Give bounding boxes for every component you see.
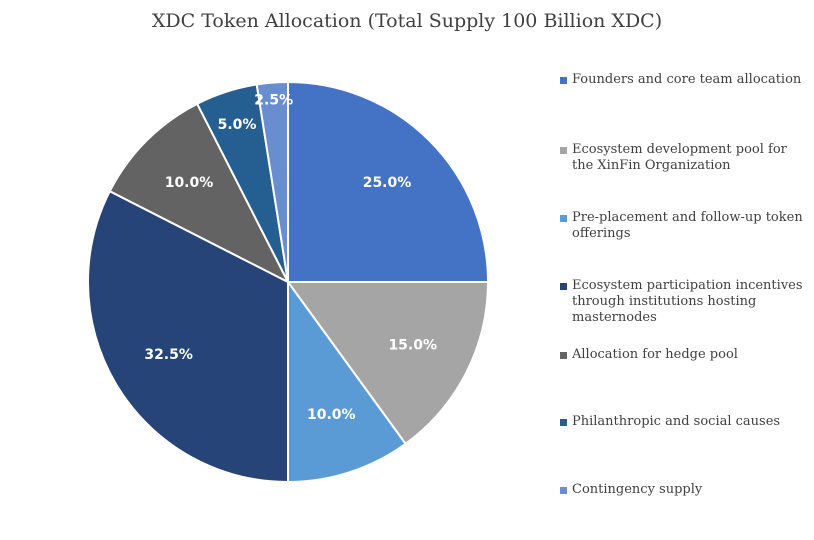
legend-label: Founders and core team allocation [572, 72, 802, 87]
legend-item: Pre-placement and follow-up token offeri… [560, 210, 810, 242]
slice-label: 10.0% [307, 407, 356, 423]
legend-swatch [560, 147, 567, 154]
slice-label: 32.5% [144, 347, 193, 363]
legend-swatch [560, 215, 567, 222]
pie-slice [287, 278, 407, 484]
legend-item: Founders and core team allocation [560, 72, 810, 88]
legend-swatch [560, 352, 567, 359]
pie-slice [286, 281, 490, 446]
slice-label: 10.0% [165, 175, 214, 191]
legend-label: Contingency supply [572, 482, 703, 497]
legend-label: Ecosystem participation incentives throu… [572, 278, 803, 325]
chart-title: XDC Token Allocation (Total Supply 100 B… [151, 10, 663, 32]
legend-item: Ecosystem participation incentives throu… [560, 278, 810, 326]
pie-slice [287, 80, 490, 283]
legend-label: Philanthropic and social causes [572, 414, 781, 429]
legend-item: Ecosystem development pool for the XinFi… [560, 142, 810, 174]
legend-swatch [560, 487, 567, 494]
slice-label: 2.5% [254, 93, 293, 109]
legend-label: Allocation for hedge pool [572, 347, 738, 362]
slice-label: 25.0% [363, 175, 412, 191]
pie-slice [87, 189, 289, 484]
pie-slice [255, 80, 289, 283]
legend-item: Allocation for hedge pool [560, 347, 810, 363]
legend-label: Ecosystem development pool for the XinFi… [572, 142, 787, 173]
slice-label: 5.0% [218, 117, 257, 133]
legend-item: Contingency supply [560, 482, 810, 498]
legend-label: Pre-placement and follow-up token offeri… [572, 210, 803, 241]
slice-label: 15.0% [388, 338, 437, 354]
legend-swatch [560, 283, 567, 290]
legend-item: Philanthropic and social causes [560, 414, 810, 430]
legend-swatch [560, 77, 567, 84]
pie-slice [108, 102, 291, 285]
legend-swatch [560, 419, 567, 426]
